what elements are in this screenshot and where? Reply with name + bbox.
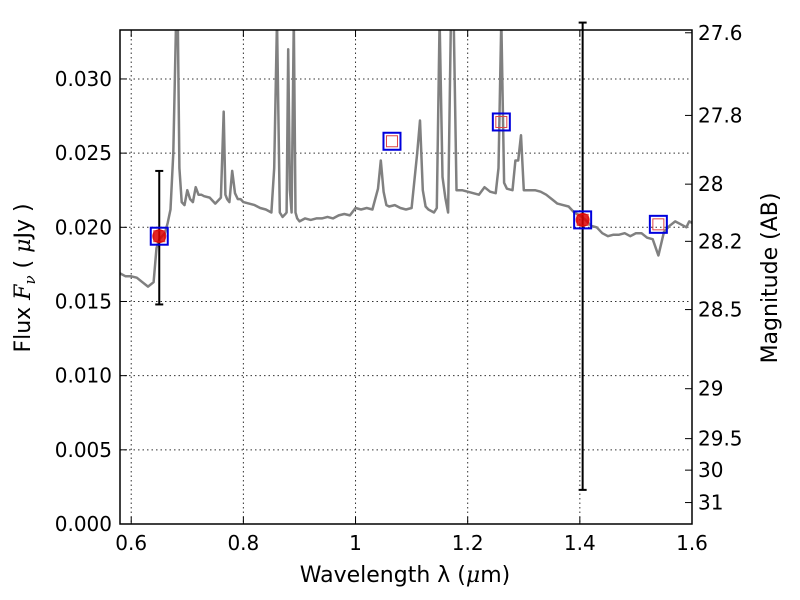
y2-tick-label: 30: [698, 458, 723, 482]
x-tick-label: 0.8: [227, 531, 259, 555]
x-tick-label: 0.6: [115, 531, 147, 555]
y2-tick-label: 29: [698, 377, 723, 401]
model-box-marker: [382, 131, 402, 151]
model-box-marker: [149, 226, 169, 246]
model-box-marker: [648, 214, 668, 234]
points-layer: [149, 21, 668, 491]
model-box-marker: [491, 112, 511, 132]
model-inner-marker: [385, 135, 398, 148]
x-axis-title: Wavelength λ (μm): [300, 563, 510, 588]
y2-tick-label: 27.8: [698, 103, 743, 127]
model-box-marker: [573, 210, 593, 230]
model-inner-marker: [495, 115, 508, 128]
y-tick-label: 0.005: [55, 438, 112, 462]
grid-lines: [120, 30, 693, 525]
observed-point: [575, 212, 590, 227]
x-tick-label: 1: [349, 531, 362, 555]
y2-tick-label: 28.5: [698, 298, 743, 322]
axis-ticks: 0.6 0.8 1 1.2 1.4 1.6 0.000 0.005 0.010 0.015 0.02…: [55, 21, 743, 555]
y2-tick-label: 29.5: [698, 427, 743, 451]
y-tick-label: 0.030: [55, 67, 112, 91]
y-tick-label: 0.020: [55, 215, 112, 239]
y2-tick-label: 31: [698, 491, 723, 515]
y2-axis-title: Magnitude (AB): [758, 193, 783, 364]
y-tick-label: 0.010: [55, 364, 112, 388]
y-tick-label: 0.025: [55, 141, 112, 165]
y2-tick-label: 28.2: [698, 229, 743, 253]
observed-point: [152, 229, 167, 244]
y2-tick-label: 28: [698, 172, 723, 196]
y2-tick-label: 27.6: [698, 21, 743, 45]
x-tick-label: 1.2: [452, 531, 484, 555]
x-tick-label: 1.6: [676, 531, 708, 555]
y-tick-label: 0.015: [55, 289, 112, 313]
plot-frame: [119, 29, 693, 525]
y-axis-title: Flux Fν ( μJy ): [11, 203, 39, 352]
y-tick-label: 0.000: [55, 512, 112, 536]
model-inner-marker: [652, 218, 665, 231]
x-tick-label: 1.4: [564, 531, 596, 555]
